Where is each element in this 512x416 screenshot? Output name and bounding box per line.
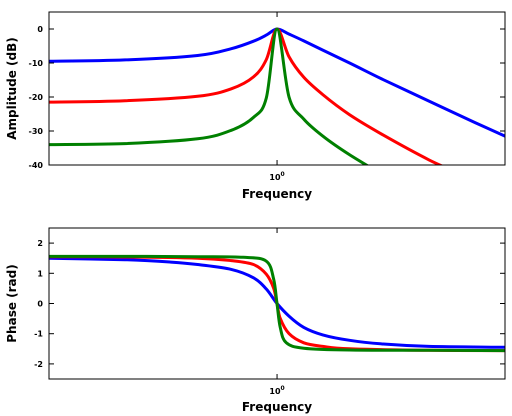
curves — [49, 27, 505, 165]
y-tick-label: 1 — [37, 269, 43, 278]
y-tick-label: -20 — [29, 93, 44, 102]
series-line-2 — [49, 27, 444, 165]
series-line-3 — [49, 254, 505, 353]
y-tick-label: -40 — [29, 161, 44, 170]
series-line-3 — [49, 27, 370, 165]
phase-axis-label: Phase (rad) — [5, 264, 19, 342]
y-tick-label: 0 — [37, 300, 43, 309]
y-tick-label: -10 — [29, 59, 44, 68]
y-tick-label: 0 — [37, 25, 43, 34]
amplitude-axis-label: Amplitude (dB) — [5, 37, 19, 140]
amplitude-plot: 0 -10 -20 -30 -40 100 Frequency Amplitude (dB) — [5, 11, 506, 201]
y-tick-label: 2 — [37, 239, 43, 248]
axes-box — [48, 11, 506, 166]
y-tick-label: -1 — [34, 330, 43, 339]
x-tick-label: 100 — [269, 171, 284, 182]
curves — [49, 254, 505, 353]
x-tick-label: 100 — [269, 385, 284, 396]
y-tick-label: -30 — [29, 127, 44, 136]
frequency-axis-label: Frequency — [242, 400, 312, 414]
series-line-1 — [49, 27, 505, 138]
frequency-axis-label: Frequency — [242, 187, 312, 201]
phase-plot: 2 1 0 -1 -2 100 Frequency Phase (rad) — [5, 227, 506, 414]
y-tick-label: -2 — [34, 360, 43, 369]
